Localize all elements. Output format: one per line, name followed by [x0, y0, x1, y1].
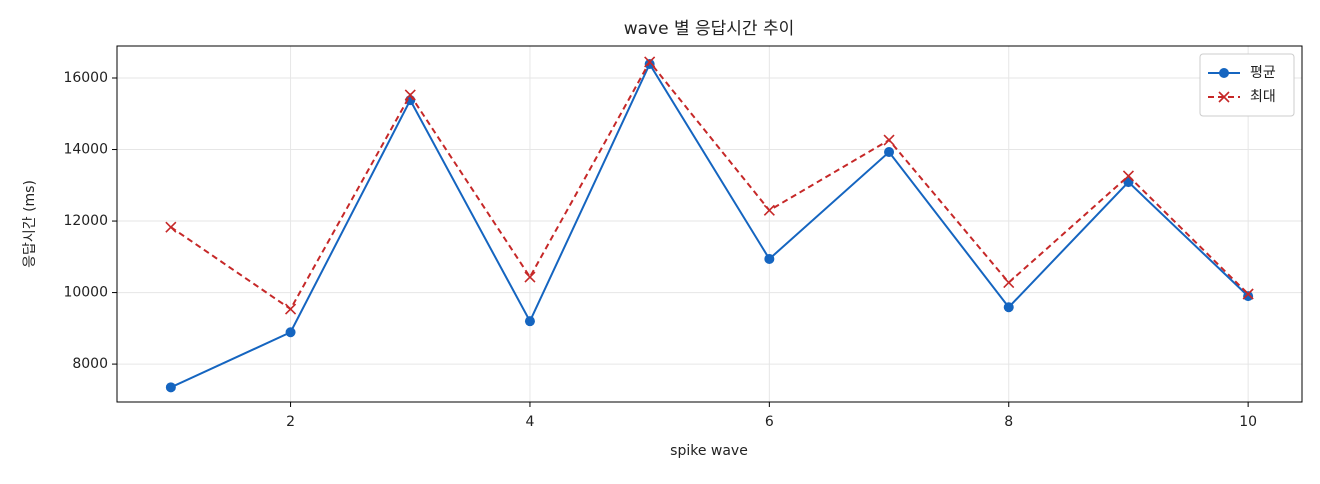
marker: [524, 316, 535, 327]
plot-frame: [116, 45, 1303, 403]
marker: [644, 56, 656, 68]
marker: [1242, 288, 1254, 300]
x-tick-label: 4: [525, 414, 534, 430]
y-axis-label: 응답시간 (ms): [22, 180, 38, 268]
legend-label: 최대: [1250, 89, 1276, 105]
marker: [1003, 302, 1014, 313]
x-tick-label: 6: [765, 414, 774, 430]
legend-label: 평균: [1250, 65, 1276, 81]
marker: [884, 147, 895, 158]
marker: [1122, 170, 1135, 182]
marker: [284, 303, 297, 315]
series-line: [170, 61, 1249, 389]
y-tick-label: 14000: [63, 142, 108, 158]
marker: [524, 271, 536, 283]
marker: [644, 59, 655, 70]
chart-title: wave 별 응답시간 추이: [624, 19, 795, 39]
marker: [1243, 291, 1254, 302]
marker: [285, 327, 296, 338]
series-line: [170, 60, 1249, 311]
y-tick-label: 12000: [63, 213, 108, 229]
y-tick-label: 8000: [72, 356, 108, 372]
marker: [165, 221, 177, 233]
legend-marker: [1218, 91, 1230, 103]
x-axis-label: spike wave: [670, 443, 748, 459]
marker: [404, 89, 416, 101]
legend-box: [1199, 53, 1295, 117]
marker: [764, 253, 775, 264]
x-tick-label: 10: [1239, 414, 1257, 430]
x-tick-label: 2: [286, 414, 295, 430]
marker: [165, 382, 176, 393]
y-tick-label: 10000: [63, 285, 108, 301]
marker: [1003, 276, 1015, 289]
x-tick-label: 8: [1004, 414, 1013, 430]
marker: [883, 134, 895, 146]
legend-marker: [1219, 68, 1229, 78]
y-tick-label: 16000: [63, 70, 108, 86]
marker: [763, 204, 775, 216]
